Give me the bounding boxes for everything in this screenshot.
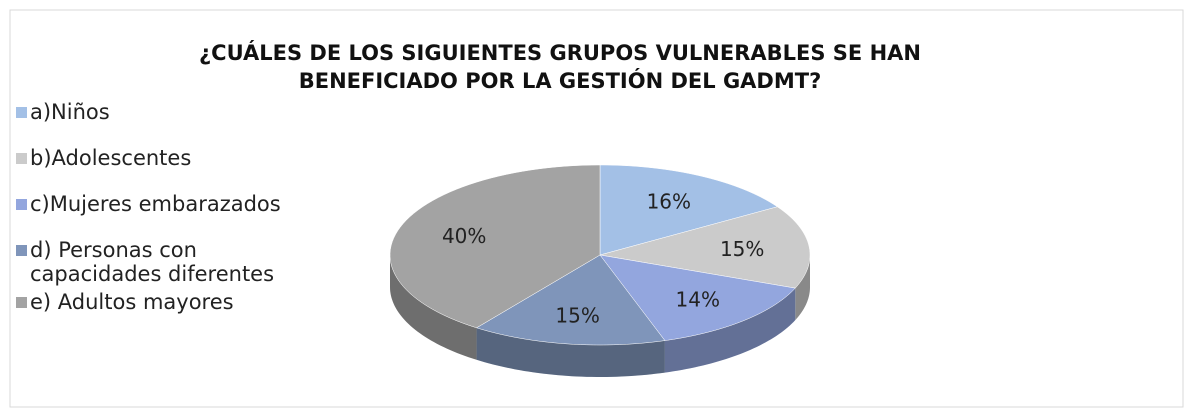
pie-side <box>476 327 665 377</box>
legend-item: c)Mujeres embarazados <box>16 192 396 216</box>
pie-side-shade <box>476 327 665 377</box>
legend-swatch <box>16 245 27 256</box>
legend-item: d) Personas con capacidades diferentes <box>16 238 396 286</box>
legend-item: a)Niños <box>16 100 396 124</box>
pie-side <box>390 255 477 360</box>
legend-label: a)Niños <box>30 100 110 124</box>
legend-swatch <box>16 297 27 308</box>
pie-side-shade <box>390 255 477 360</box>
legend-swatch <box>16 107 27 118</box>
data-label: 40% <box>442 224 486 248</box>
pie-slice <box>599 206 811 289</box>
pie-side <box>664 288 796 373</box>
chart-title: BENEFICIADO POR LA GESTIÓN DEL GADMT? <box>299 68 822 93</box>
data-label: 15% <box>555 303 599 327</box>
pie-slice <box>389 164 601 329</box>
pie-slice <box>599 164 778 256</box>
legend-label: d) Personas con capacidades diferentes <box>30 238 275 286</box>
legend-item: e) Adultos mayores <box>16 290 396 314</box>
legend-label: e) Adultos mayores <box>30 290 234 314</box>
legend-label: b)Adolescentes <box>30 146 192 170</box>
legend-swatch <box>16 199 27 210</box>
legend-item: b)Adolescentes <box>16 146 396 170</box>
data-label: 16% <box>647 189 691 213</box>
chart-title: ¿CUÁLES DE LOS SIGUIENTES GRUPOS VULNERA… <box>199 40 921 65</box>
legend-label: c)Mujeres embarazados <box>30 192 281 216</box>
legend: a)Niños b)Adolescentes c)Mujeres embarazad… <box>16 100 396 318</box>
data-label: 14% <box>676 288 720 312</box>
pie-side <box>795 255 810 321</box>
data-label: 15% <box>720 237 764 261</box>
legend-swatch <box>16 153 27 164</box>
pie-side-shade <box>795 255 810 321</box>
pie-slice <box>475 254 666 346</box>
pie-side-shade <box>664 288 796 373</box>
